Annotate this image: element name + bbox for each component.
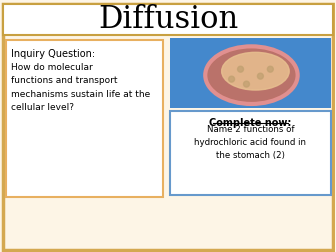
Circle shape [257,73,263,79]
Ellipse shape [222,52,289,90]
FancyBboxPatch shape [3,4,333,250]
Circle shape [267,66,273,72]
Text: Inquiry Question:: Inquiry Question: [11,49,95,59]
FancyBboxPatch shape [170,111,331,195]
Text: Complete now:: Complete now: [209,118,292,128]
Circle shape [244,81,249,87]
FancyBboxPatch shape [6,40,163,197]
Text: Diffusion: Diffusion [98,4,238,35]
Text: Name 2 functions of
hydrochloric acid found in
the stomach (2): Name 2 functions of hydrochloric acid fo… [195,125,306,160]
FancyBboxPatch shape [170,38,331,108]
Circle shape [238,66,244,72]
Text: How do molecular
functions and transport
mechanisms sustain life at the
cellular: How do molecular functions and transport… [11,63,150,112]
FancyBboxPatch shape [3,4,333,36]
Ellipse shape [207,48,296,103]
Circle shape [228,76,235,82]
